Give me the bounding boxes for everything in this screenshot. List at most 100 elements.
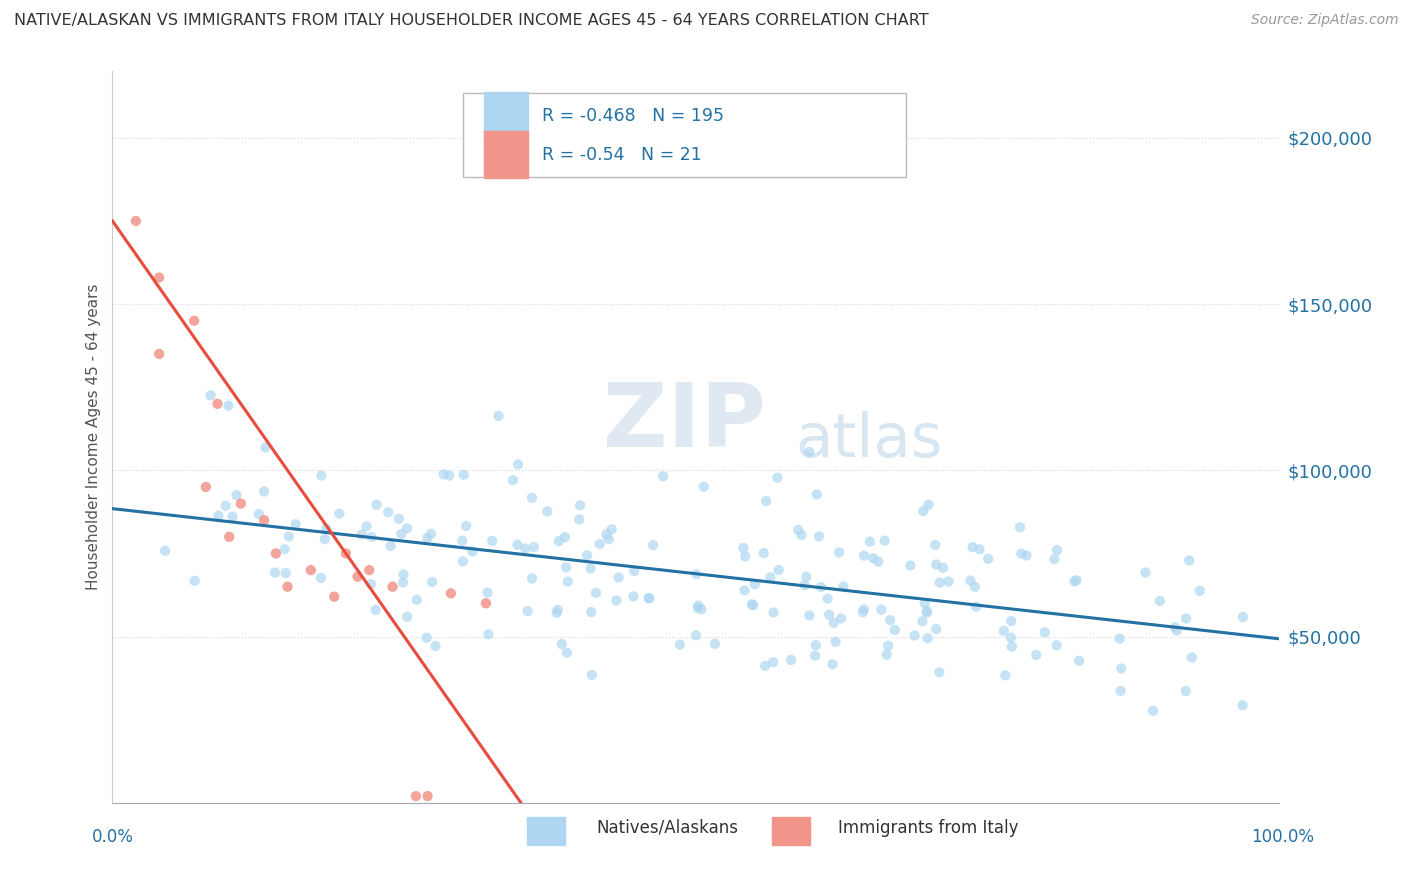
Point bbox=[579, 561, 602, 575]
Point bbox=[218, 530, 240, 544]
Point bbox=[247, 507, 270, 521]
Text: Source: ZipAtlas.com: Source: ZipAtlas.com bbox=[1251, 13, 1399, 28]
Point bbox=[938, 574, 960, 589]
Text: Natives/Alaskans: Natives/Alaskans bbox=[596, 819, 738, 837]
Point bbox=[299, 563, 322, 577]
Point bbox=[315, 521, 337, 535]
Point bbox=[568, 512, 591, 526]
Point bbox=[217, 399, 239, 413]
Point bbox=[686, 601, 709, 615]
Point bbox=[1063, 574, 1085, 589]
Point bbox=[734, 549, 756, 564]
Point bbox=[852, 605, 875, 619]
Point bbox=[828, 545, 851, 559]
Point bbox=[877, 639, 900, 653]
Point bbox=[453, 467, 475, 482]
Point bbox=[346, 570, 368, 584]
Point bbox=[598, 532, 620, 546]
Point bbox=[734, 583, 756, 598]
Point bbox=[451, 554, 474, 568]
Point bbox=[873, 533, 896, 548]
Point bbox=[688, 599, 710, 613]
Point bbox=[1181, 650, 1204, 665]
Point bbox=[1175, 611, 1198, 625]
Point bbox=[328, 507, 350, 521]
Point bbox=[388, 512, 411, 526]
Point bbox=[389, 527, 412, 541]
Point bbox=[733, 541, 755, 555]
Point bbox=[762, 606, 785, 620]
Point bbox=[396, 609, 419, 624]
Point bbox=[488, 409, 510, 423]
Point bbox=[703, 637, 725, 651]
Point bbox=[420, 574, 443, 589]
Text: atlas: atlas bbox=[796, 411, 942, 470]
Y-axis label: Householder Income Ages 45 - 64 years: Householder Income Ages 45 - 64 years bbox=[86, 284, 101, 591]
Point bbox=[425, 639, 447, 653]
Point bbox=[1025, 648, 1047, 662]
Point bbox=[207, 508, 229, 523]
Point bbox=[832, 580, 855, 594]
Point bbox=[420, 526, 443, 541]
Point bbox=[284, 517, 307, 532]
Point bbox=[274, 566, 297, 580]
Point bbox=[755, 494, 778, 508]
Point bbox=[225, 488, 247, 502]
Point bbox=[1067, 654, 1090, 668]
Point bbox=[685, 628, 707, 642]
Point bbox=[323, 590, 346, 604]
Point bbox=[506, 538, 529, 552]
Bar bbox=[484, 92, 527, 140]
Point bbox=[148, 347, 170, 361]
Point bbox=[1000, 614, 1022, 628]
Point bbox=[1066, 573, 1088, 587]
Point bbox=[1149, 594, 1171, 608]
Point bbox=[1046, 543, 1069, 558]
Point bbox=[581, 605, 603, 619]
Point bbox=[439, 468, 461, 483]
Point bbox=[911, 615, 934, 629]
Point bbox=[380, 539, 402, 553]
Point bbox=[821, 657, 844, 672]
Point bbox=[1135, 566, 1157, 580]
Point bbox=[817, 591, 839, 606]
Point bbox=[669, 638, 692, 652]
Point bbox=[759, 570, 782, 584]
Point bbox=[652, 469, 675, 483]
Point bbox=[852, 602, 875, 616]
Point bbox=[229, 497, 252, 511]
Point bbox=[965, 599, 987, 614]
Point bbox=[366, 498, 388, 512]
Point bbox=[917, 498, 939, 512]
Point bbox=[969, 542, 991, 557]
Point bbox=[799, 608, 821, 623]
Point bbox=[381, 580, 404, 594]
Point bbox=[1166, 624, 1188, 638]
Text: Immigrants from Italy: Immigrants from Italy bbox=[838, 819, 1019, 837]
Point bbox=[790, 528, 813, 542]
Point bbox=[516, 604, 538, 618]
Point bbox=[253, 513, 276, 527]
Point bbox=[883, 623, 905, 637]
Point bbox=[546, 606, 568, 620]
Point bbox=[915, 606, 938, 620]
Text: 100.0%: 100.0% bbox=[1251, 828, 1315, 846]
Point bbox=[994, 668, 1017, 682]
Point bbox=[807, 529, 830, 543]
Point bbox=[360, 530, 382, 544]
Point bbox=[742, 598, 765, 612]
Point bbox=[277, 529, 299, 543]
Point bbox=[623, 564, 645, 578]
Point bbox=[623, 590, 645, 604]
Point bbox=[1108, 632, 1130, 646]
Point bbox=[1000, 631, 1022, 645]
Point bbox=[1043, 552, 1066, 566]
Point bbox=[253, 484, 276, 499]
Point bbox=[744, 577, 766, 591]
Point bbox=[762, 655, 785, 669]
Point bbox=[1174, 684, 1197, 698]
Point bbox=[392, 567, 415, 582]
Point bbox=[547, 603, 569, 617]
Point bbox=[1232, 698, 1254, 713]
Point bbox=[959, 574, 981, 588]
